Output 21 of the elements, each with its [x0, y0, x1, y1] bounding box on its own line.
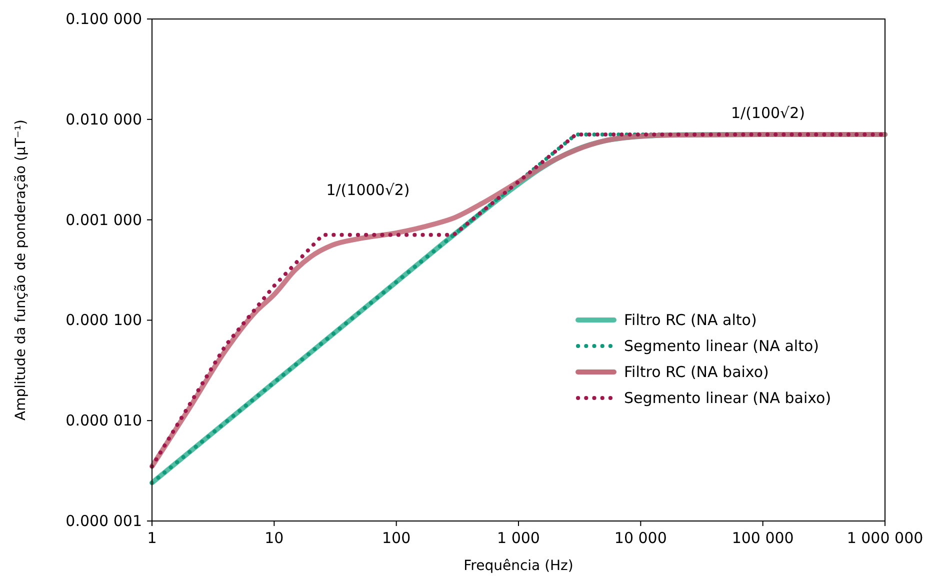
x-tick-label: 1 000 000: [846, 529, 924, 547]
x-tick-label: 100: [382, 529, 411, 547]
annotation: 1/(1000√2): [326, 181, 410, 199]
x-tick-label: 1 000: [497, 529, 540, 547]
x-axis-title: Frequência (Hz): [464, 558, 574, 574]
y-tick-label: 0.000 010: [66, 412, 142, 430]
legend-label: Segmento linear (NA alto): [624, 337, 820, 355]
y-tick-label: 0.000 001: [66, 512, 142, 530]
legend-label: Segmento linear (NA baixo): [624, 389, 832, 407]
x-tick-label: 100 000: [732, 529, 794, 547]
y-tick-label: 0.100 000: [66, 10, 142, 28]
y-tick-label: 0.010 000: [66, 110, 142, 128]
legend-label: Filtro RC (NA baixo): [624, 363, 769, 381]
annotation: 1/(100√2): [730, 104, 806, 122]
y-tick-label: 0.001 000: [66, 210, 142, 229]
x-tick-label: 10: [264, 529, 284, 547]
y-tick-label: 0.000 100: [66, 311, 142, 330]
y-axis-title: Amplitude da função de ponderação (µT⁻¹): [13, 120, 29, 420]
x-tick-label: 1: [147, 529, 157, 547]
x-tick-label: 10 000: [614, 529, 667, 547]
legend-label: Filtro RC (NA alto): [624, 311, 757, 329]
